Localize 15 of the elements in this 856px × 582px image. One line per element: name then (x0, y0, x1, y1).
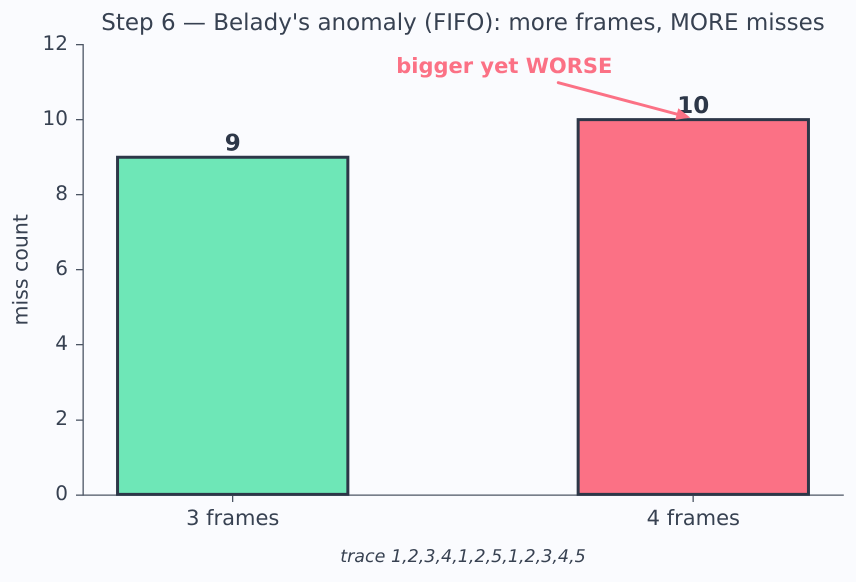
x-tick-label: 4 frames (646, 506, 740, 530)
y-tick-label: 2 (55, 406, 68, 430)
x-axis-title: trace 1,2,3,4,1,2,5,1,2,3,4,5 (340, 547, 586, 568)
x-tick-label: 3 frames (186, 506, 280, 530)
chart-title: Step 6 — Belady's anomaly (FIFO): more frames, MORE misses (101, 10, 825, 36)
data-label: 10 (677, 93, 710, 120)
y-tick-label: 0 (55, 481, 68, 506)
y-tick-label: 8 (55, 180, 68, 205)
data-label: 9 (224, 130, 241, 157)
y-tick-label: 12 (42, 30, 68, 55)
y-tick-label: 10 (42, 106, 68, 130)
y-tick-label: 4 (55, 331, 68, 356)
y-axis-title: miss count (8, 214, 33, 326)
annotation: bigger yet WORSE (396, 54, 612, 78)
y-tick-label: 6 (55, 256, 68, 280)
